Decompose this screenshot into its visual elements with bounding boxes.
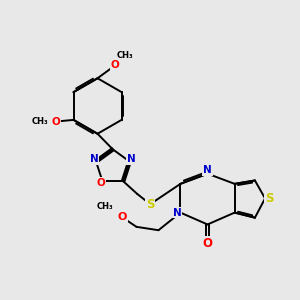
Text: O: O <box>111 60 119 70</box>
Text: O: O <box>118 212 127 222</box>
Text: N: N <box>127 154 136 164</box>
Text: CH₃: CH₃ <box>117 51 134 60</box>
Text: CH₃: CH₃ <box>32 117 48 126</box>
Text: S: S <box>265 192 274 205</box>
Text: N: N <box>203 165 212 175</box>
Text: N: N <box>90 154 98 164</box>
Text: CH₃: CH₃ <box>97 202 114 211</box>
Text: O: O <box>52 117 60 127</box>
Text: O: O <box>96 178 105 188</box>
Text: S: S <box>146 198 154 211</box>
Text: N: N <box>173 208 182 218</box>
Text: O: O <box>202 237 212 250</box>
